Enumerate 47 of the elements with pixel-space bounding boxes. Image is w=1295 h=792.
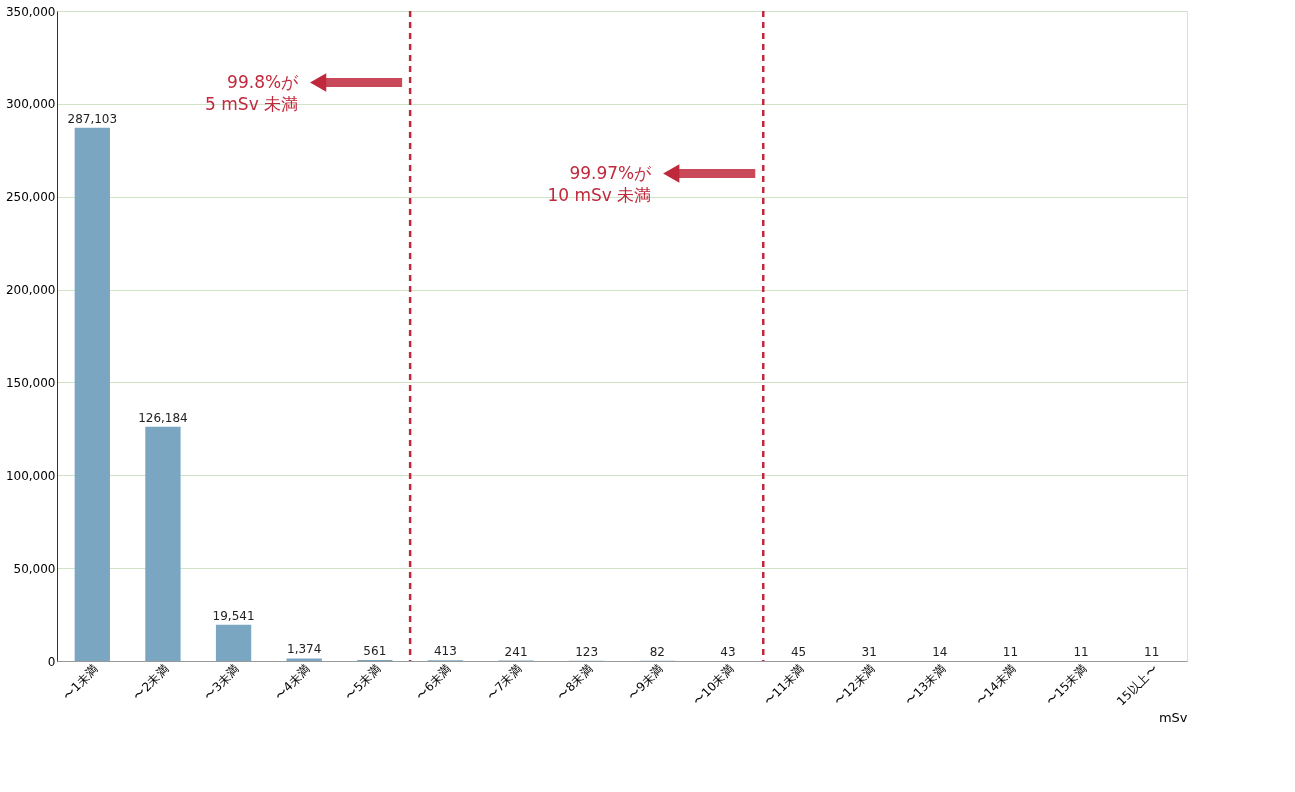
x-tick-label: 〜14未満 xyxy=(972,662,1019,709)
x-tick-label: 〜1未満 xyxy=(60,662,101,703)
y-tick-label: 350,000 xyxy=(5,4,56,19)
x-tick-label: 〜9未満 xyxy=(625,662,666,703)
data-label: 287,103 xyxy=(67,111,118,126)
data-label: 413 xyxy=(433,644,457,659)
y-tick-label: 150,000 xyxy=(5,375,56,390)
x-tick-label: 〜8未満 xyxy=(554,662,596,703)
x-tick-label: 〜10未満 xyxy=(690,662,737,709)
data-label: 561 xyxy=(363,643,387,658)
bar xyxy=(145,426,181,661)
y-tick-label: 100,000 xyxy=(5,468,56,483)
data-label: 82 xyxy=(649,644,665,659)
bar xyxy=(286,658,322,661)
y-tick-label: 0 xyxy=(47,654,56,669)
x-tick-label: 〜5未満 xyxy=(342,662,384,703)
x-tick-label: 〜6未満 xyxy=(413,662,454,703)
x-tick-label: 〜15未満 xyxy=(1043,662,1090,709)
annotation: 99.97%が 10 mSv 未満 xyxy=(547,162,653,205)
y-tick-label: 250,000 xyxy=(5,190,56,205)
data-label: 11 xyxy=(1144,644,1160,659)
y-tick-label: 50,000 xyxy=(13,561,56,576)
data-label: 126,184 xyxy=(138,410,188,425)
x-tick-label: 〜7未満 xyxy=(483,662,525,703)
x-tick-label: 〜13未満 xyxy=(902,662,949,709)
x-tick-label: 〜11未満 xyxy=(760,662,808,709)
x-tick-label: 〜2未満 xyxy=(130,662,172,703)
data-label: 45 xyxy=(790,644,807,659)
data-label: 11 xyxy=(1073,644,1089,659)
x-axis-title: mSv xyxy=(1158,709,1188,725)
data-label: 1,374 xyxy=(287,642,322,657)
x-tick-label: 〜4未満 xyxy=(271,662,313,703)
data-label: 31 xyxy=(861,644,877,659)
x-tick-label: 〜3未満 xyxy=(201,662,243,703)
data-label: 11 xyxy=(1002,644,1019,659)
data-label: 123 xyxy=(575,644,599,659)
y-tick-label: 200,000 xyxy=(5,283,56,298)
data-label: 241 xyxy=(504,644,528,659)
bar xyxy=(215,624,252,661)
data-label: 19,541 xyxy=(212,608,255,623)
data-label: 14 xyxy=(932,644,948,659)
x-tick-label: 〜12未満 xyxy=(831,662,878,709)
annotation: 99.8%が 5 mSv 未満 xyxy=(205,71,300,114)
bar xyxy=(74,127,110,661)
data-label: 43 xyxy=(720,644,736,659)
x-tick-label: 15以上〜 xyxy=(1114,662,1161,709)
y-tick-label: 300,000 xyxy=(5,97,56,112)
